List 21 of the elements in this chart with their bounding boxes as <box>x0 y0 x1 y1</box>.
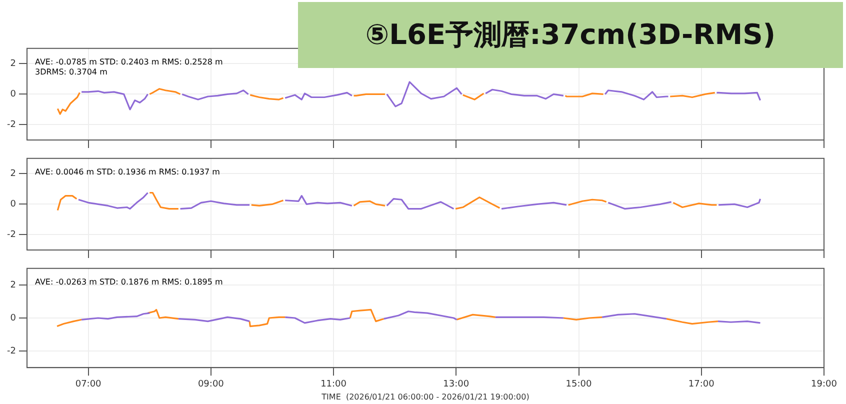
y-tick-label: -2 <box>7 346 16 356</box>
y-tick-label: 0 <box>10 90 16 100</box>
annotation: AVE: -0.0263 m STD: 0.1876 m RMS: 0.1895 m <box>35 277 224 286</box>
x-tick-label: 11:00 <box>320 379 347 390</box>
annotation: AVE: -0.0785 m STD: 0.2403 m RMS: 0.2528 m <box>35 57 224 66</box>
y-tick-label: 0 <box>10 313 16 324</box>
x-tick-label: 07:00 <box>75 379 102 390</box>
y-tick-label: 2 <box>10 169 16 180</box>
x-axis-title: TIME (2026/01/21 06:00:00 - 2026/01/21 19:00:00) <box>320 392 530 402</box>
x-tick-label: 09:00 <box>198 379 224 390</box>
y-tick-label: -2 <box>7 120 16 130</box>
y-tick-label: 2 <box>10 280 16 290</box>
y-tick-label: 2 <box>10 59 16 70</box>
x-tick-label: 19:00 <box>811 379 838 390</box>
x-tick-label: 15:00 <box>566 379 592 390</box>
y-tick-label: 0 <box>10 200 16 210</box>
x-tick-label: 17:00 <box>688 379 715 390</box>
annotation: 3DRMS: 0.3704 m <box>35 67 108 76</box>
annotation: AVE: 0.0046 m STD: 0.1936 m RMS: 0.1937 m <box>35 167 220 176</box>
y-tick-label: -2 <box>7 230 16 240</box>
x-tick-label: 13:00 <box>443 379 470 390</box>
